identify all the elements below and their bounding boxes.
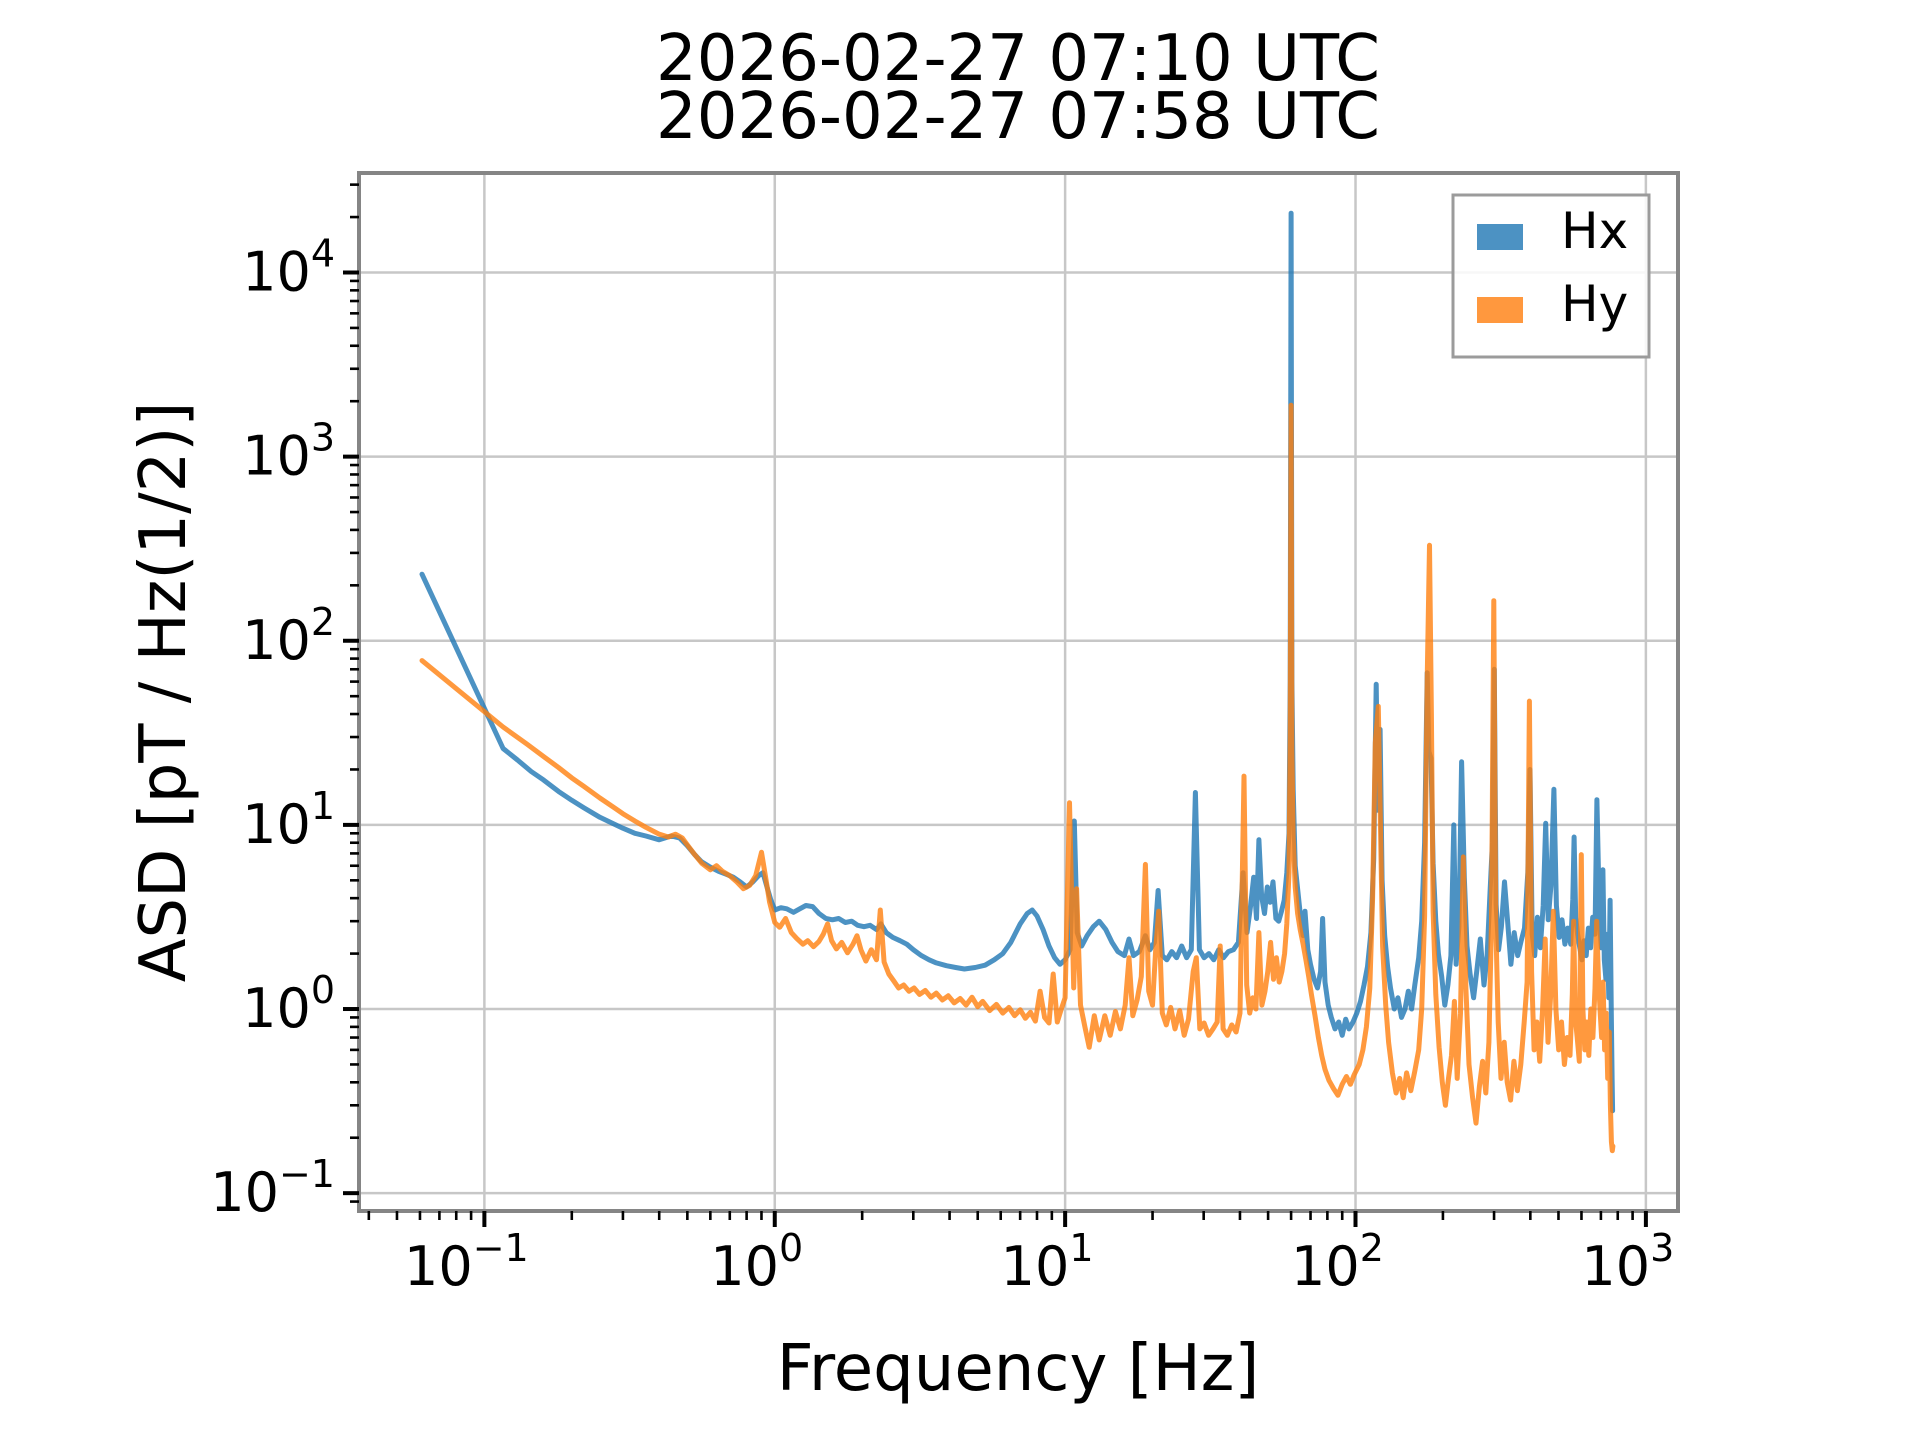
x-axis-label: Frequency [Hz] <box>777 1332 1260 1406</box>
legend-label-hx: Hx <box>1561 202 1628 260</box>
chart-title-line-2: 2026-02-27 07:58 UTC <box>656 80 1380 154</box>
legend: Hx Hy <box>1451 193 1651 359</box>
series-hy-line <box>419 402 1616 1154</box>
chart-title-line-1: 2026-02-27 07:10 UTC <box>656 22 1380 96</box>
x-tick-label: 103 <box>1581 1226 1674 1298</box>
axes-frame <box>357 171 1680 1213</box>
y-axis-label: ASD [pT / Hz(1/2)] <box>127 402 201 983</box>
axis-ticks: 10−1 100 101 102 103 10−1 100 101 102 103 104 <box>210 183 1674 1298</box>
y-tick-label: 104 <box>242 231 335 303</box>
plot-border <box>357 171 1680 1213</box>
y-tick-label: 10−1 <box>210 1152 335 1224</box>
y-tick-label: 101 <box>242 784 335 856</box>
x-tick-label: 101 <box>1001 1226 1094 1298</box>
legend-swatch-hx <box>1477 224 1523 250</box>
legend-box <box>1451 193 1651 359</box>
legend-label-hy: Hy <box>1561 275 1628 333</box>
y-tick-label: 103 <box>242 416 335 488</box>
x-tick-label: 100 <box>710 1226 803 1298</box>
grid <box>359 173 1678 1211</box>
legend-swatch-hy <box>1477 297 1523 323</box>
y-tick-label: 102 <box>242 600 335 672</box>
x-tick-label: 10−1 <box>404 1226 529 1298</box>
x-tick-label: 102 <box>1291 1226 1384 1298</box>
y-tick-label: 100 <box>242 968 335 1040</box>
